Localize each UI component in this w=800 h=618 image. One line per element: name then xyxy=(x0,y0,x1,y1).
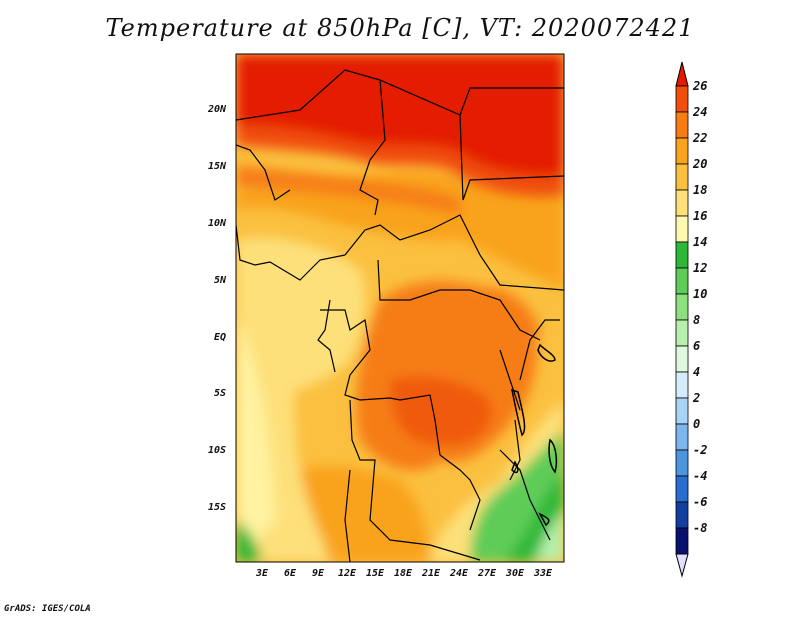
colorbar-segment xyxy=(675,527,689,555)
colorbar-label: 18 xyxy=(693,183,707,197)
lat-label: 5N xyxy=(214,275,227,286)
lon-label: 3E xyxy=(256,568,269,579)
lon-label: 18E xyxy=(394,568,413,579)
colorbar-label: 0 xyxy=(693,417,700,431)
colorbar-label: 6 xyxy=(693,339,700,353)
colorbar-label: -6 xyxy=(693,495,707,509)
colorbar-segment xyxy=(675,501,689,529)
lon-label: 15E xyxy=(366,568,385,579)
colorbar-segment xyxy=(675,345,689,373)
colorbar-segment xyxy=(675,371,689,399)
colorbar-segment xyxy=(675,189,689,217)
colorbar-label: 20 xyxy=(692,157,707,171)
lon-label: 33E xyxy=(534,568,553,579)
colorbar-label: 14 xyxy=(693,235,707,249)
colorbar-segment xyxy=(675,319,689,347)
lakes xyxy=(511,343,558,527)
colorbar-segment xyxy=(675,163,689,191)
lat-label: 15S xyxy=(208,502,227,513)
map-frame xyxy=(235,53,565,563)
country-borders xyxy=(236,69,564,562)
lat-label: 5S xyxy=(214,388,227,399)
lon-label: 24E xyxy=(450,568,469,579)
colorbar-segment xyxy=(675,85,689,113)
colorbar-label: 16 xyxy=(693,209,707,223)
footer-credit: GrADS: IGES/COLA xyxy=(4,604,91,614)
lon-label: 9E xyxy=(312,568,325,579)
colorbar-segment xyxy=(675,423,689,451)
colorbar-label: -2 xyxy=(693,443,707,457)
colorbar-label: 26 xyxy=(692,79,707,93)
chart-title: Temperature at 850hPa [C], VT: 202007242… xyxy=(105,14,695,42)
lon-label: 6E xyxy=(284,568,297,579)
colorbar-label: 24 xyxy=(692,105,707,119)
temperature-field xyxy=(236,54,564,562)
colorbar-segment xyxy=(675,449,689,477)
colorbar-segment xyxy=(675,137,689,165)
colorbar-label: 8 xyxy=(693,313,700,327)
colorbar-segment xyxy=(675,293,689,321)
colorbar-segment xyxy=(675,267,689,295)
lon-label: 30E xyxy=(506,568,525,579)
lon-label: 12E xyxy=(338,568,357,579)
lat-label: EQ xyxy=(214,332,227,343)
colorbar-bottom-arrow xyxy=(675,553,689,578)
lat-label: 15N xyxy=(208,161,227,172)
colorbar-label: -4 xyxy=(693,469,707,483)
colorbar-segment xyxy=(675,215,689,243)
lat-label: 10S xyxy=(208,445,227,456)
colorbar-label: 2 xyxy=(692,391,700,405)
colorbar-segment xyxy=(675,241,689,269)
lon-label: 21E xyxy=(422,568,441,579)
colorbar-label: 22 xyxy=(692,131,707,145)
colorbar-label: 4 xyxy=(693,365,700,379)
colorbar-label: 10 xyxy=(693,287,707,301)
colorbar-label: 12 xyxy=(693,261,707,275)
colorbar-segment xyxy=(675,475,689,503)
colorbar-segment xyxy=(675,397,689,425)
lon-label: 27E xyxy=(478,568,497,579)
lat-label: 20N xyxy=(208,104,227,115)
colorbar-segment xyxy=(675,111,689,139)
lat-label: 10N xyxy=(208,218,227,229)
colorbar-top-arrow xyxy=(675,61,689,87)
colorbar-label: -8 xyxy=(693,521,707,535)
